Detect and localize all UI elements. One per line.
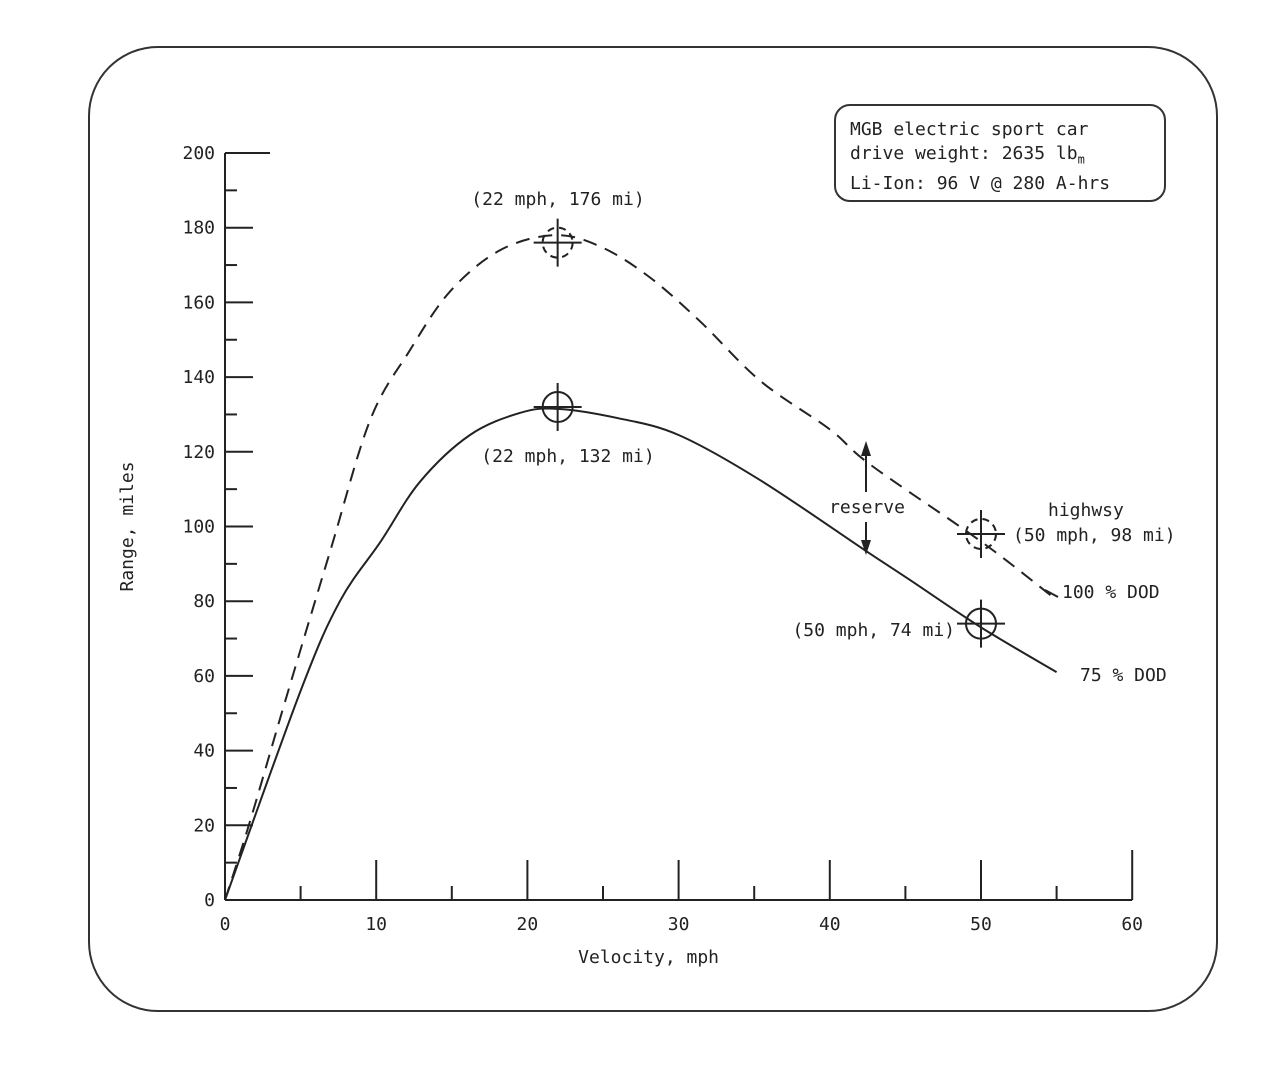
reserve-arrowhead-down (861, 540, 871, 555)
y-tick-label: 80 (193, 591, 215, 612)
series-line-75-dod (224, 407, 1058, 901)
reserve-arrowhead-up (861, 441, 871, 456)
series-label-100-dod: 100 % DOD (1062, 582, 1160, 603)
x-tick-label: 40 (819, 914, 841, 935)
y-tick-label: 40 (193, 741, 215, 762)
info-line-2: drive weight: 2635 lbm (850, 142, 1164, 172)
x-axis-label: Velocity, mph (578, 947, 719, 968)
y-tick-label: 100 (182, 517, 215, 538)
y-tick-label: 140 (182, 367, 215, 388)
y-tick-label: 0 (204, 890, 215, 911)
x-tick-label: 0 (220, 914, 231, 935)
series-line-100-dod (224, 234, 1052, 901)
info-line-2-text: drive weight: 2635 lb (850, 143, 1078, 164)
series-label-75-dod: 75 % DOD (1080, 665, 1167, 686)
annotation-highway-75: (50 mph, 74 mi) (792, 620, 955, 641)
x-tick-label: 60 (1121, 914, 1143, 935)
info-line-3: Li-Ion: 96 V @ 280 A-hrs (850, 172, 1111, 194)
annotation-highway-label: highwsy (1048, 500, 1124, 521)
y-tick-label: 180 (182, 218, 215, 239)
y-axis-label: Range, miles (117, 461, 138, 591)
x-tick-label: 10 (365, 914, 387, 935)
y-tick-label: 160 (182, 292, 215, 313)
info-line-2-sub: m (1077, 152, 1085, 167)
annotation-reserve: reserve (829, 497, 905, 518)
annotation-peak-100: (22 mph, 176 mi) (471, 189, 644, 210)
annotation-highway-100: (50 mph, 98 mi) (1013, 525, 1176, 546)
y-tick-label: 60 (193, 666, 215, 687)
y-tick-label: 20 (193, 815, 215, 836)
x-tick-label: 30 (668, 914, 690, 935)
annotation-peak-75: (22 mph, 132 mi) (481, 446, 654, 467)
x-tick-label: 20 (517, 914, 539, 935)
series-label-leader (1044, 589, 1059, 598)
y-tick-label: 200 (182, 143, 215, 164)
chart-frame (88, 46, 1218, 1012)
x-tick-label: 50 (970, 914, 992, 935)
info-line-1: MGB electric sport car (850, 119, 1089, 140)
y-tick-label: 120 (182, 442, 215, 463)
info-box: MGB electric sport car drive weight: 263… (834, 104, 1166, 202)
